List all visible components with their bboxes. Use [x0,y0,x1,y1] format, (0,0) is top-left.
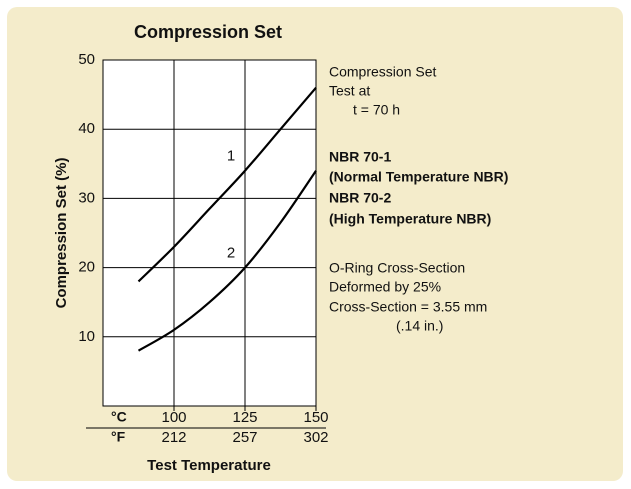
note-line: (.14 in.) [396,318,443,334]
x-tick-label: 125 [232,409,257,426]
notes: Compression Set Test at t = 70 h NBR 70-… [329,64,508,334]
curve-label: 1 [227,148,235,165]
y-tick-label: 40 [78,120,95,137]
x-tick-label-secondary: 212 [161,429,186,446]
note-line: Deformed by 25% [329,279,441,295]
note-line: t = 70 h [353,102,400,118]
note-line: Test at [329,83,370,99]
material-line: (High Temperature NBR) [329,211,491,227]
material-line: (Normal Temperature NBR) [329,169,508,185]
x-axis-label: Test Temperature [147,457,271,474]
note-line: O-Ring Cross-Section [329,260,465,276]
curve [137,86,317,283]
curve-label: 2 [227,245,235,262]
x-tick-label-secondary: 257 [232,429,257,446]
y-tick-label: 20 [78,259,95,276]
x-tick-label: 100 [161,409,186,426]
x-tick-label-secondary: 302 [303,429,328,446]
material-line: NBR 70-2 [329,190,391,206]
y-axis-label: Compression Set (%) [53,158,70,309]
chart-title: Compression Set [134,22,282,42]
material-line: NBR 70-1 [329,149,391,165]
note-line: Cross-Section = 3.55 mm [329,299,487,315]
plot-frame [102,59,317,407]
y-tick-label: 10 [78,328,95,345]
y-tick-label: 50 [78,51,95,68]
note-line: Compression Set [329,64,436,80]
x-unit-celsius: °C [111,409,127,425]
x-unit-fahrenheit: °F [111,429,126,445]
y-tick-label: 30 [78,189,95,206]
curve [137,170,317,352]
x-tick-label: 150 [303,409,328,426]
